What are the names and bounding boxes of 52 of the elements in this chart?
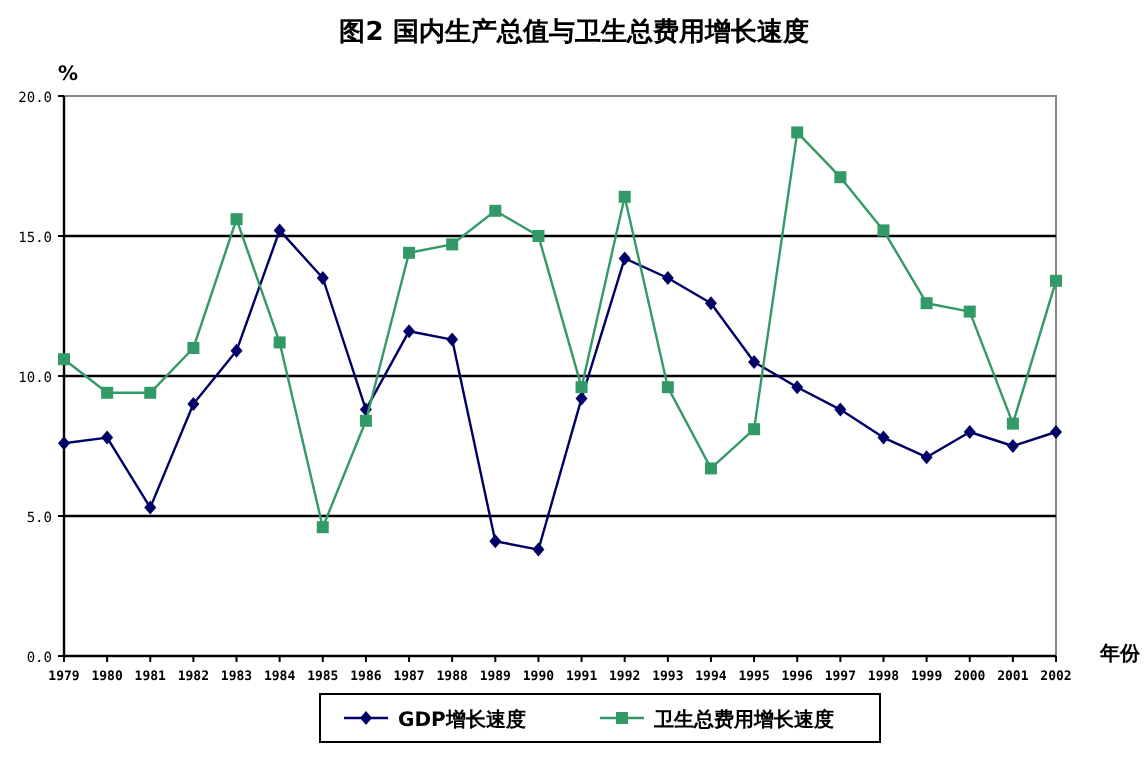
point bbox=[575, 381, 588, 394]
point bbox=[489, 204, 502, 217]
point bbox=[273, 223, 286, 238]
chart-title: 图2 国内生产总值与卫生总费用增长速度 bbox=[339, 16, 809, 48]
point bbox=[101, 430, 114, 445]
point bbox=[446, 238, 459, 251]
point bbox=[618, 190, 631, 203]
point bbox=[748, 423, 761, 436]
point bbox=[834, 171, 847, 184]
point bbox=[575, 391, 588, 406]
point bbox=[704, 462, 717, 475]
point bbox=[1006, 417, 1019, 430]
point bbox=[403, 324, 416, 339]
point bbox=[532, 230, 545, 242]
point bbox=[316, 521, 329, 534]
point bbox=[230, 343, 243, 358]
point bbox=[403, 246, 416, 259]
point bbox=[187, 397, 200, 411]
point bbox=[230, 213, 243, 226]
legend-label: 卫生总费用增长速度 bbox=[652, 708, 834, 732]
point bbox=[1050, 425, 1062, 439]
point bbox=[101, 386, 114, 399]
y-axis-title: % bbox=[57, 64, 79, 86]
point bbox=[963, 425, 976, 439]
point bbox=[877, 430, 890, 445]
point bbox=[920, 297, 933, 310]
point bbox=[791, 126, 804, 139]
point bbox=[58, 436, 70, 451]
point bbox=[58, 353, 70, 366]
point bbox=[834, 402, 847, 417]
point bbox=[963, 305, 976, 318]
x-axis-title: 年份 bbox=[1098, 642, 1142, 666]
point bbox=[532, 542, 545, 557]
legend-label: GDP增长速度 bbox=[398, 708, 526, 732]
point bbox=[748, 355, 761, 369]
point bbox=[489, 534, 502, 549]
point bbox=[661, 271, 674, 285]
point bbox=[446, 332, 459, 347]
point bbox=[618, 251, 631, 266]
point bbox=[144, 386, 157, 399]
point bbox=[791, 380, 804, 395]
point bbox=[1050, 274, 1062, 287]
point bbox=[661, 381, 674, 394]
point bbox=[877, 224, 890, 237]
point bbox=[187, 342, 200, 354]
point bbox=[144, 500, 157, 515]
point bbox=[920, 450, 933, 465]
point bbox=[1006, 439, 1019, 453]
point bbox=[273, 336, 286, 349]
point bbox=[704, 296, 717, 311]
point bbox=[316, 271, 329, 285]
point bbox=[359, 414, 372, 427]
